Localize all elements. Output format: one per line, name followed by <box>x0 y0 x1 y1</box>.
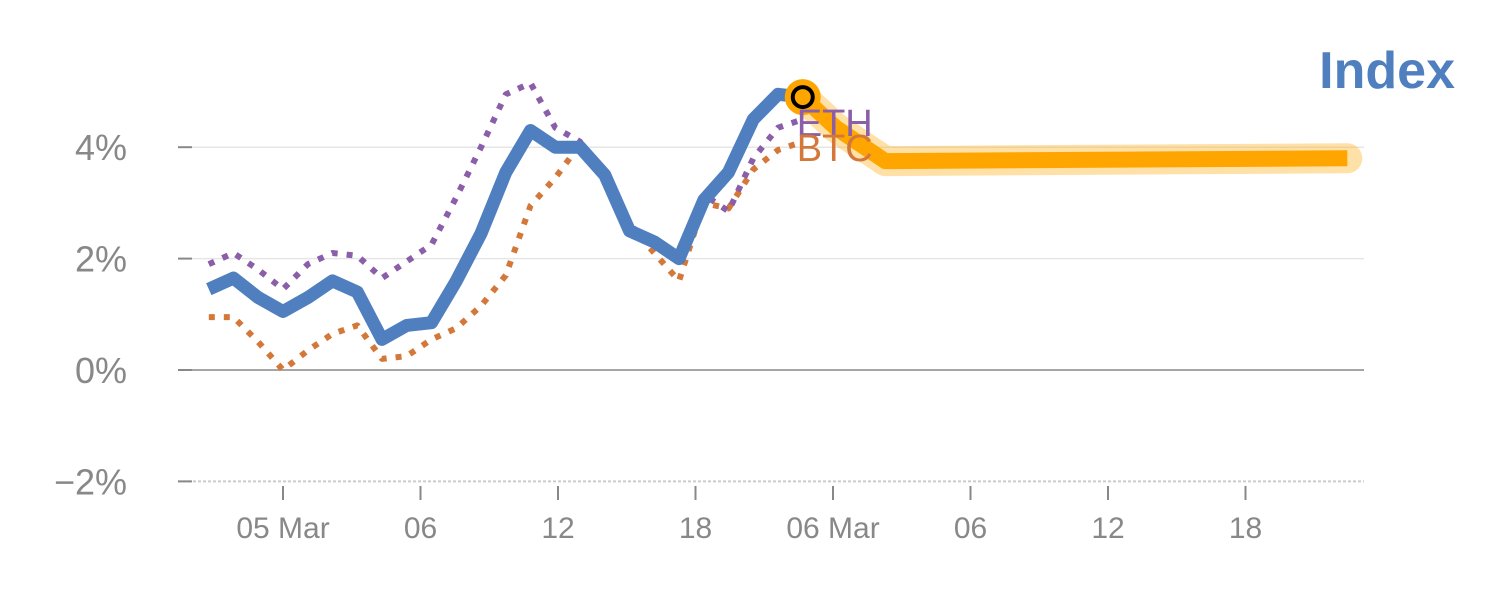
y-tick-label-3: 4% <box>75 127 127 168</box>
y-tick-label-2: 2% <box>75 239 127 280</box>
x-axis: 05 Mar 06 12 18 06 Mar 06 12 18 <box>236 486 1262 545</box>
x-tick-label-5: 06 <box>954 512 987 545</box>
y-tick-label-0: −2% <box>54 461 127 502</box>
series-layer <box>206 80 1363 373</box>
x-tick-label-0: 05 Mar <box>236 512 329 545</box>
marker-point <box>790 85 815 110</box>
chart-title: Index <box>1319 42 1455 100</box>
marker-layer <box>784 79 821 116</box>
marker-halo <box>784 79 821 116</box>
x-tick-label-7: 18 <box>1229 512 1262 545</box>
btc-series-label: BTC <box>797 128 873 170</box>
x-tick-label-6: 12 <box>1091 512 1124 545</box>
x-tick-label-1: 06 <box>404 512 437 545</box>
x-tick-label-4: 06 Mar <box>786 512 879 545</box>
x-tick-label-2: 12 <box>541 512 574 545</box>
grid-lines <box>178 146 1364 483</box>
y-tick-label-1: 0% <box>75 350 127 391</box>
x-tick-label-3: 18 <box>679 512 712 545</box>
eth-series-label: ETH <box>797 103 873 145</box>
y-axis: −2% 0% 2% 4% <box>54 127 192 502</box>
forecast-series-line <box>797 91 1348 170</box>
index-series-line <box>206 87 804 346</box>
eth-series-line <box>207 80 804 293</box>
